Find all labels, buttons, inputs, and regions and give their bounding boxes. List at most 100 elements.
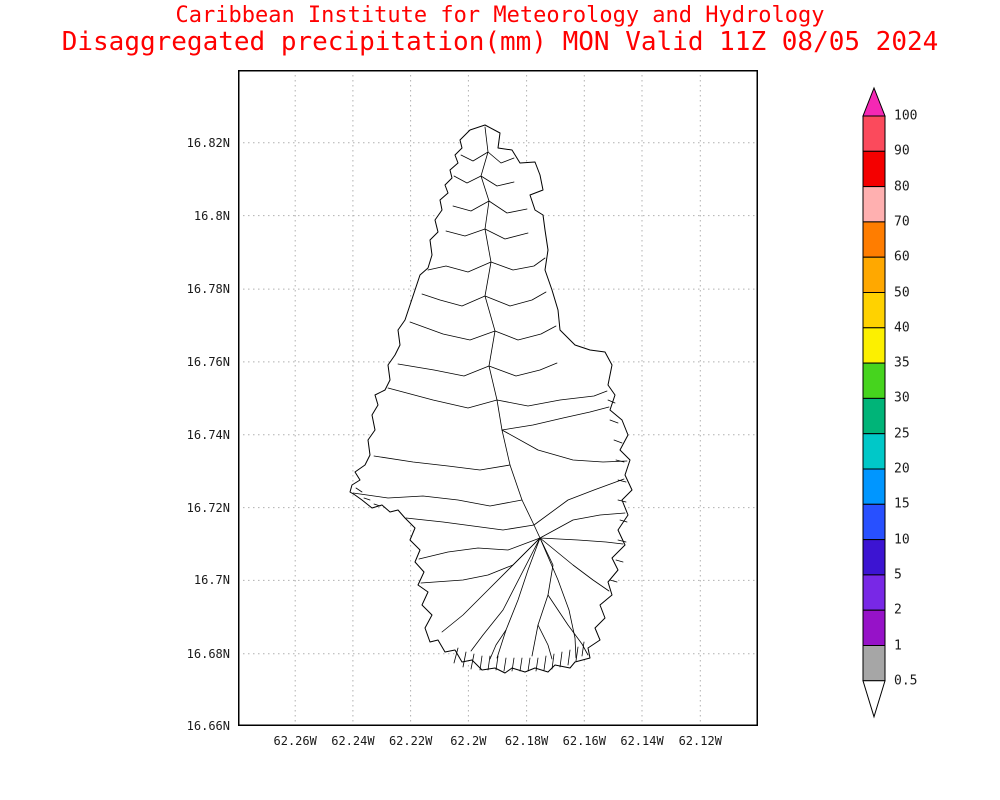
colorbar: 100 90 80 70 60 50 40 35 30 25 20 15 10 5 2 1 0.5 — [862, 86, 942, 736]
drainage-line — [490, 257, 546, 271]
colorbar-band — [862, 150, 886, 188]
colorbar-label: 50 — [894, 285, 910, 300]
drainage-line — [539, 537, 624, 545]
lat-tick-label: 16.72N — [186, 500, 230, 515]
drainage-line — [501, 406, 610, 431]
lat-tick-label: 16.74N — [186, 427, 230, 442]
drainage-line — [445, 228, 486, 237]
colorbar-label: 20 — [894, 461, 910, 477]
montserrat-map — [238, 70, 758, 726]
colorbar-label: 2 — [894, 602, 902, 618]
lat-tick-label: 16.8N — [193, 208, 230, 223]
drainage-line — [488, 362, 558, 377]
drainage-line — [501, 429, 628, 463]
drainage-line — [373, 455, 511, 471]
drainage-line — [421, 293, 486, 307]
page-title: Caribbean Institute for Meteorology and … — [0, 3, 1000, 58]
lon-tick-label: 62.14W — [620, 734, 664, 748]
map-frame-border — [238, 70, 758, 726]
drainage-line — [355, 487, 381, 507]
drainage-line — [397, 363, 490, 377]
colorbar-band — [862, 574, 886, 611]
lat-tick-label: 16.66N — [186, 719, 230, 733]
drainage-line — [487, 151, 515, 164]
colorbar-band — [862, 115, 886, 152]
colorbar-band — [862, 292, 886, 329]
drainage-line — [453, 175, 482, 184]
colorbar-label: 35 — [894, 355, 910, 371]
colorbar-label: 90 — [894, 143, 910, 159]
colorbar-label: 30 — [894, 390, 910, 406]
colorbar-band — [862, 397, 886, 435]
colorbar-band — [862, 468, 886, 505]
colorbar-band — [862, 539, 886, 576]
colorbar-label: 10 — [894, 532, 910, 548]
drainage-line — [427, 261, 492, 273]
colorbar-label: 0.5 — [894, 673, 918, 689]
drainage-line — [489, 629, 507, 660]
lat-tick-label: 16.82N — [186, 135, 230, 150]
drainage-line — [418, 537, 541, 560]
island-outline — [349, 124, 633, 674]
title-institute: Caribbean Institute for Meteorology and … — [175, 3, 825, 28]
colorbar-label: 70 — [894, 214, 910, 230]
drainage-line — [484, 291, 547, 307]
colorbar-band — [862, 186, 886, 223]
lon-tick-label: 62.22W — [388, 734, 433, 748]
drainage-line — [387, 387, 498, 409]
colorbar-top-arrow — [862, 86, 886, 117]
lat-tick-label: 16.68N — [186, 646, 230, 661]
drainage-line — [539, 537, 610, 592]
drainage-line — [480, 175, 515, 187]
lon-tick-label: 62.26W — [273, 734, 317, 748]
colorbar-label: 100 — [894, 108, 918, 124]
drainage-line — [494, 325, 557, 341]
colorbar-label: 15 — [894, 496, 910, 512]
title-product: Disaggregated precipitation(mm) MON Vali… — [61, 27, 939, 58]
colorbar-band — [862, 327, 886, 364]
lat-tick-label: 16.7N — [193, 573, 230, 588]
lon-tick-label: 62.18W — [504, 734, 549, 748]
drainage-line — [607, 399, 628, 583]
colorbar-band — [862, 433, 886, 470]
lat-tick-label: 16.78N — [186, 282, 230, 297]
lat-tick-label: 16.76N — [186, 354, 230, 369]
drainage-line — [537, 624, 553, 660]
drainage-line — [470, 537, 541, 652]
drainage-line — [452, 200, 490, 212]
drainage-line — [496, 390, 608, 407]
colorbar-bottom-arrow — [862, 680, 886, 719]
drainage-line — [496, 537, 541, 659]
drainage-line — [484, 228, 529, 240]
drainage-line — [488, 200, 528, 214]
drainage-line — [460, 151, 489, 162]
colorbar-label: 5 — [894, 567, 902, 583]
drainage-line — [352, 492, 523, 507]
drainage-line — [539, 512, 626, 539]
colorbar-label: 25 — [894, 426, 910, 442]
colorbar-label: 80 — [894, 179, 910, 195]
colorbar-scale — [862, 86, 886, 719]
drainage-line — [533, 478, 625, 526]
colorbar-band — [862, 609, 886, 647]
drainage-line — [539, 537, 577, 659]
colorbar-label: 40 — [894, 320, 910, 336]
colorbar-band — [862, 503, 886, 541]
map-plot-area — [238, 70, 758, 726]
lon-tick-label: 62.12W — [678, 734, 722, 748]
lon-tick-label: 62.16W — [562, 734, 606, 748]
drainage-line — [441, 537, 541, 633]
lon-tick-label: 62.24W — [331, 734, 375, 748]
lon-tick-label: 62.2W — [450, 734, 487, 748]
drainage-line — [547, 594, 589, 656]
drainage-line — [405, 517, 535, 531]
colorbar-band — [862, 645, 886, 682]
colorbar-band — [862, 256, 886, 293]
colorbar-band — [862, 362, 886, 399]
colorbar-label: 60 — [894, 249, 910, 265]
drainage-line — [453, 641, 585, 672]
colorbar-band — [862, 221, 886, 258]
drainage-line — [409, 321, 496, 341]
colorbar-label: 1 — [894, 638, 902, 653]
